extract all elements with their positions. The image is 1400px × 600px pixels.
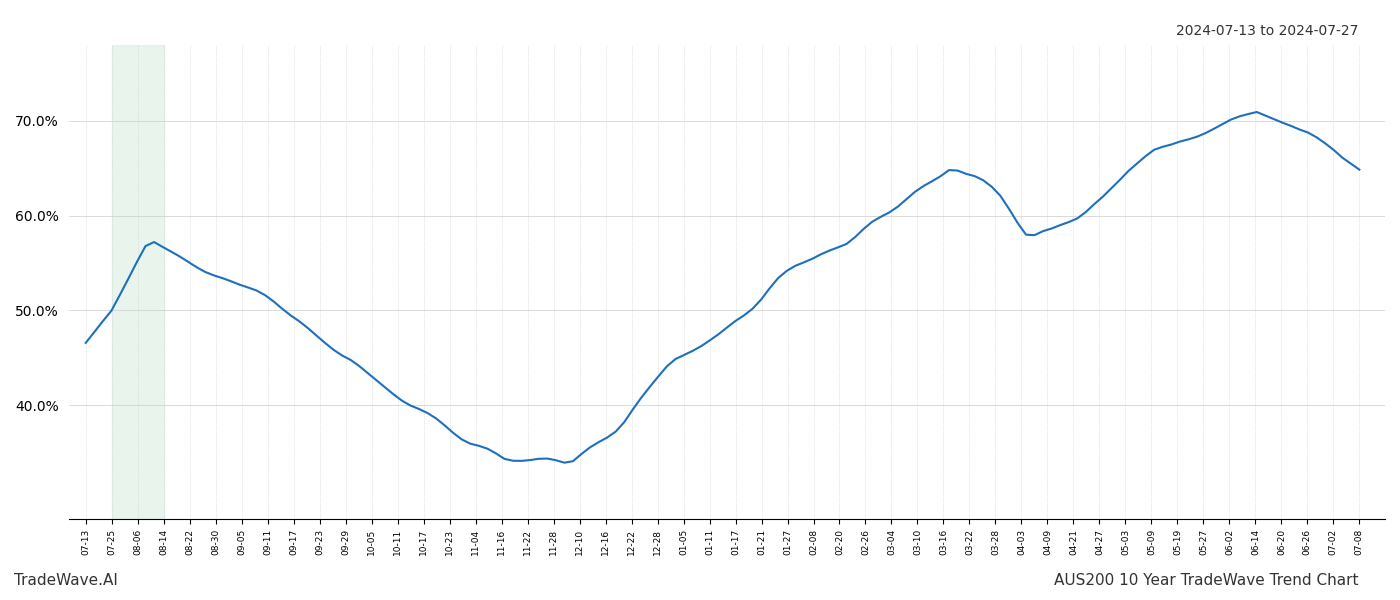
Bar <box>112 45 164 519</box>
Text: 2024-07-13 to 2024-07-27: 2024-07-13 to 2024-07-27 <box>1176 24 1358 38</box>
Text: TradeWave.AI: TradeWave.AI <box>14 573 118 588</box>
Text: AUS200 10 Year TradeWave Trend Chart: AUS200 10 Year TradeWave Trend Chart <box>1053 573 1358 588</box>
